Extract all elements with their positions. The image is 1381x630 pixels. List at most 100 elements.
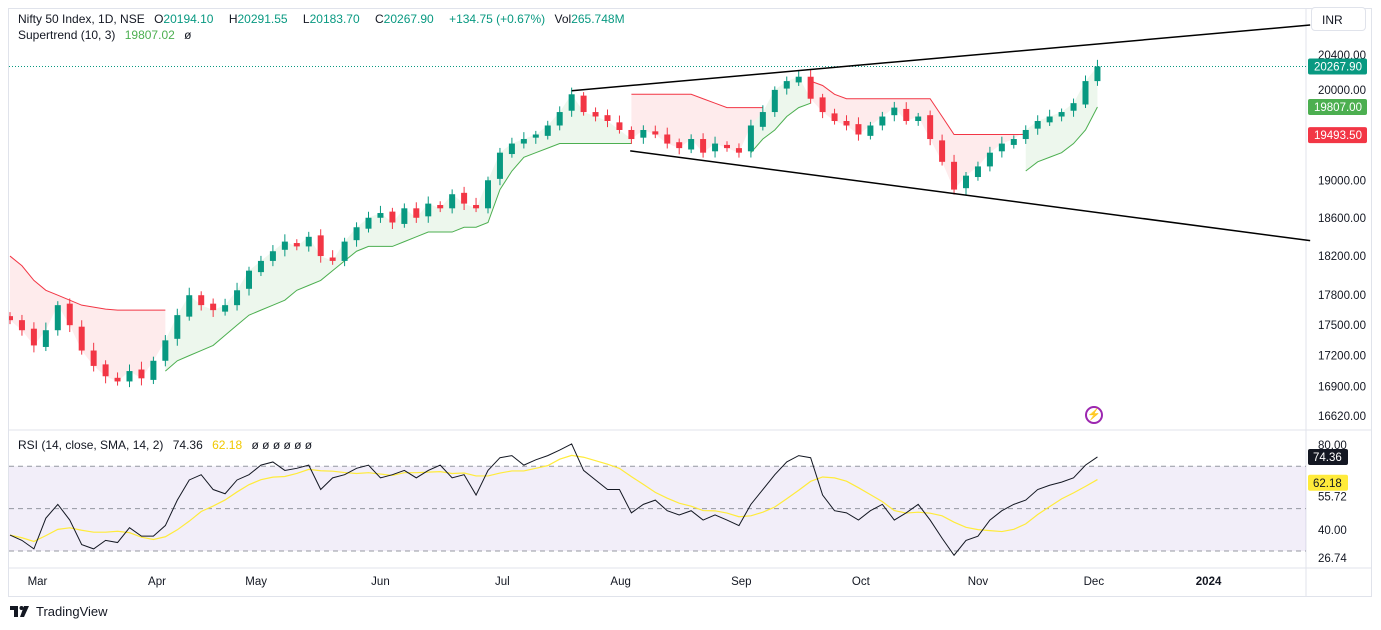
candle-body xyxy=(293,243,300,247)
candle xyxy=(688,134,695,154)
rsi-extra: ø ø ø ø ø ø xyxy=(251,438,313,452)
time-tick-label: May xyxy=(245,576,267,588)
candle-body xyxy=(616,122,623,130)
candle xyxy=(580,92,587,116)
candle-body xyxy=(114,377,121,382)
tradingview-logo[interactable]: TradingView xyxy=(10,604,108,619)
candle-body xyxy=(305,236,312,247)
supertrend-value: 19807.02 xyxy=(124,28,175,42)
candle-body xyxy=(855,124,862,135)
candle xyxy=(819,93,826,119)
trendline-lower xyxy=(630,150,1311,242)
price-pane xyxy=(9,59,1306,388)
candle xyxy=(126,364,133,388)
rsi-label-bg xyxy=(1308,474,1348,491)
candle-body xyxy=(174,315,181,339)
currency-button[interactable]: INR xyxy=(1311,7,1366,31)
supertrend-fill-down xyxy=(810,81,1026,190)
candle xyxy=(90,342,97,372)
candle-body xyxy=(831,113,838,122)
candle-body xyxy=(138,369,145,379)
candle xyxy=(485,176,491,214)
candle-body xyxy=(795,76,802,83)
candle xyxy=(508,137,515,158)
candle-body xyxy=(939,140,946,162)
candle xyxy=(592,107,599,122)
candle xyxy=(700,133,707,158)
price-tick-label: 16900.00 xyxy=(1318,382,1366,394)
candle-body xyxy=(317,235,324,257)
candle-body xyxy=(234,290,241,306)
time-tick-label: Mar xyxy=(28,576,48,588)
supertrend-extra: ø xyxy=(184,28,192,42)
candle xyxy=(963,171,969,195)
candle-body xyxy=(592,112,599,117)
candle xyxy=(246,266,252,296)
rsi-sma-line xyxy=(9,454,1098,543)
candle-body xyxy=(712,143,719,152)
candle-body xyxy=(747,125,754,152)
candle xyxy=(389,207,396,229)
lightning-icon[interactable]: ⚡ xyxy=(1085,406,1103,424)
candle-body xyxy=(640,129,647,138)
candle xyxy=(9,312,13,325)
candle-body xyxy=(9,316,13,321)
candle xyxy=(843,115,850,131)
candle xyxy=(317,229,324,263)
candle xyxy=(1082,75,1089,109)
candle-body xyxy=(126,371,133,382)
candle xyxy=(628,126,635,144)
candle xyxy=(759,105,766,131)
supertrend-line-down xyxy=(631,93,763,109)
candle xyxy=(174,308,181,346)
price-tick-label: 18600.00 xyxy=(1318,213,1366,225)
candle xyxy=(198,291,205,311)
price-tick-label: 17800.00 xyxy=(1318,290,1366,302)
supertrend-legend[interactable]: Supertrend (10, 3) 19807.02 ø xyxy=(18,28,197,42)
supertrend-fill-up xyxy=(750,76,811,153)
candle-body xyxy=(807,76,814,99)
candle xyxy=(712,136,719,158)
candle-body xyxy=(532,134,539,138)
candle xyxy=(998,136,1005,158)
candle xyxy=(66,298,73,333)
candle xyxy=(664,127,671,149)
candle-body xyxy=(700,139,707,153)
trendline-upper xyxy=(571,24,1311,92)
candle xyxy=(138,361,145,386)
candle-body xyxy=(353,227,360,241)
price-tick-label: 17200.00 xyxy=(1318,351,1366,363)
candle xyxy=(652,125,659,139)
candle-body xyxy=(246,270,252,289)
supertrend-fill-up xyxy=(165,94,632,372)
rsi-legend[interactable]: RSI (14, close, SMA, 14, 2) 74.36 62.18 … xyxy=(18,438,318,452)
candle xyxy=(461,186,468,211)
supertrend-fill-down xyxy=(10,256,166,382)
candle xyxy=(879,111,886,131)
candle-body xyxy=(676,142,683,149)
price-tick-label: 19000.00 xyxy=(1318,175,1366,187)
candle xyxy=(449,189,456,214)
candle xyxy=(413,202,420,223)
candle-body xyxy=(759,112,766,127)
candle-body xyxy=(568,94,575,111)
candle xyxy=(210,298,217,317)
candle-body xyxy=(915,116,922,122)
candle xyxy=(341,237,348,267)
candle xyxy=(1070,98,1077,117)
symbol-name[interactable]: Nifty 50 Index, 1D, NSE xyxy=(18,12,145,26)
candle xyxy=(329,250,336,265)
change-value: +134.75 (+0.67%) xyxy=(449,12,546,26)
candle xyxy=(640,125,647,144)
chart-frame xyxy=(8,8,1372,597)
rsi-line xyxy=(9,443,1098,557)
candle-body xyxy=(819,97,826,113)
candle xyxy=(54,301,61,336)
candle-body xyxy=(18,320,25,331)
candle xyxy=(532,130,539,144)
candle-body xyxy=(162,340,169,361)
candle-body xyxy=(735,148,742,153)
time-tick-label: Dec xyxy=(1084,576,1105,588)
